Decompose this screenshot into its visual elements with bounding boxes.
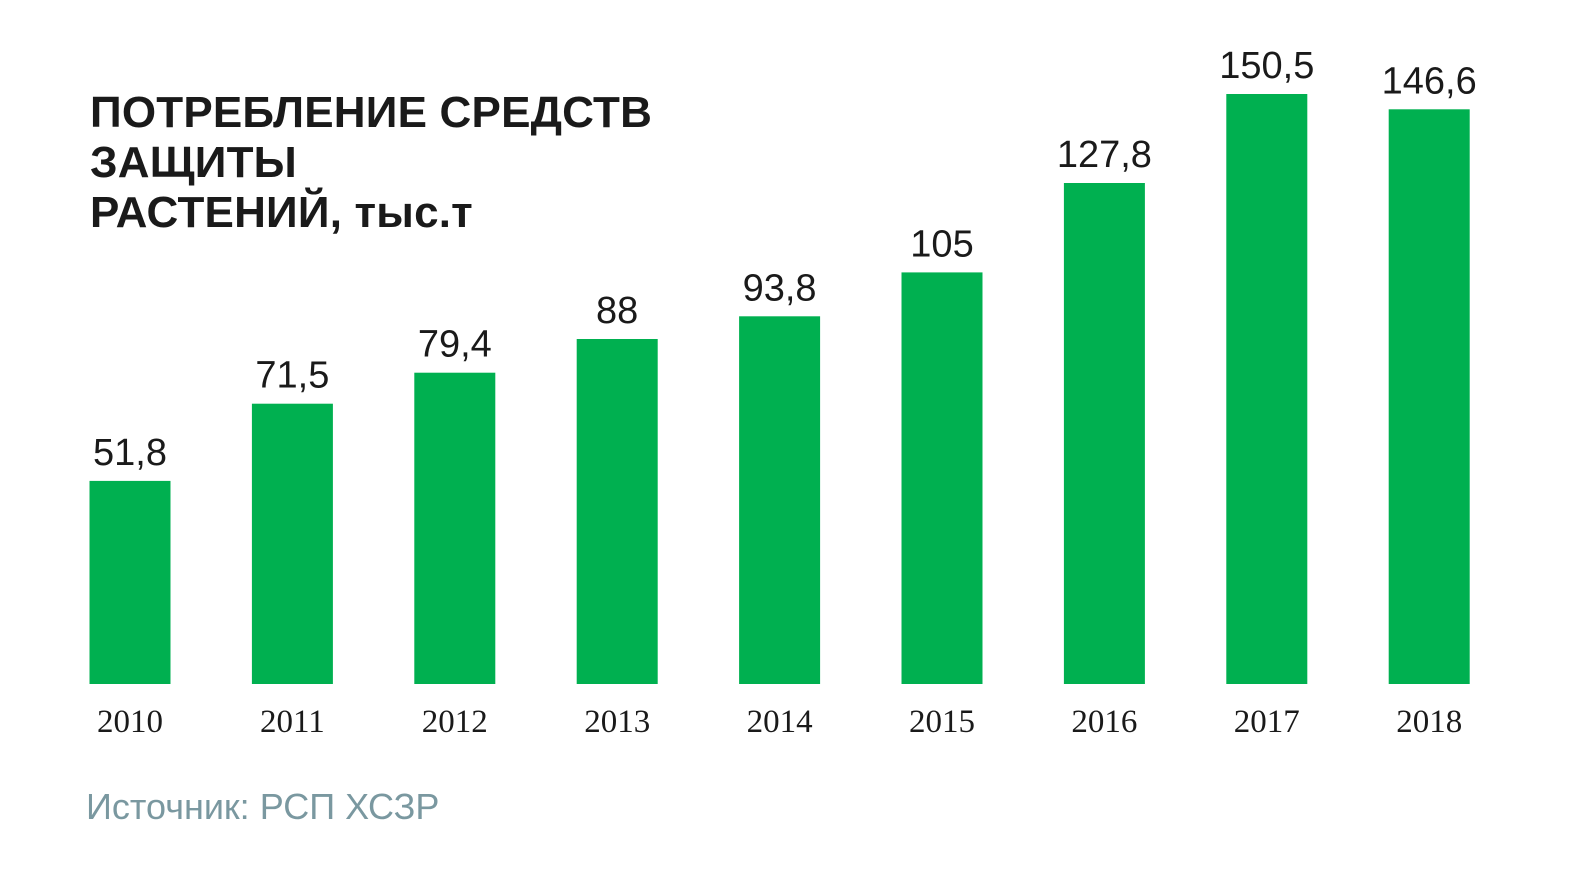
value-label-2013: 88: [596, 290, 638, 332]
chart-title-line-2: РАСТЕНИЙ, тыс.т: [90, 188, 473, 237]
value-label-2015: 105: [910, 223, 973, 265]
x-axis-tick-labels: 2010 2011 2012 2013 2014 2015 2016 2017 2018: [97, 704, 1462, 740]
x-tick-2014: 2014: [747, 704, 813, 740]
value-label-2018: 146,6: [1382, 60, 1477, 102]
bars-group: [89, 94, 1470, 685]
chart-title: ПОТРЕБЛЕНИЕ СРЕДСТВ ЗАЩИТЫ РАСТЕНИЙ, тыс…: [90, 88, 850, 238]
bar-2012: [414, 372, 496, 684]
bar-2011: [251, 403, 333, 684]
bar-2014: [739, 316, 821, 684]
source-note: Источник: РСП ХСЗР: [86, 786, 440, 827]
x-tick-2010: 2010: [97, 704, 163, 740]
x-tick-2015: 2015: [909, 704, 975, 740]
value-label-2016: 127,8: [1057, 134, 1152, 176]
value-label-2011: 71,5: [255, 355, 329, 397]
x-tick-2017: 2017: [1234, 704, 1300, 740]
bar-2018: [1388, 109, 1470, 685]
bar-2017: [1226, 94, 1308, 684]
value-label-2017: 150,5: [1219, 45, 1314, 87]
value-label-2014: 93,8: [743, 267, 817, 309]
value-label-2010: 51,8: [93, 432, 167, 474]
value-labels-group: 51,8 71,5 79,4 88 93,8 105 127,8 150,5 146,6: [93, 45, 1477, 474]
bar-2010: [89, 480, 171, 684]
bar-2015: [901, 272, 983, 684]
chart-title-line-1: ПОТРЕБЛЕНИЕ СРЕДСТВ ЗАЩИТЫ: [90, 88, 653, 187]
x-tick-2011: 2011: [260, 704, 325, 740]
x-tick-2018: 2018: [1396, 704, 1462, 740]
x-tick-2013: 2013: [584, 704, 650, 740]
x-tick-2016: 2016: [1071, 704, 1137, 740]
bar-2013: [576, 339, 658, 684]
bar-2016: [1063, 183, 1145, 684]
value-label-2012: 79,4: [418, 324, 492, 366]
x-tick-2012: 2012: [422, 704, 488, 740]
